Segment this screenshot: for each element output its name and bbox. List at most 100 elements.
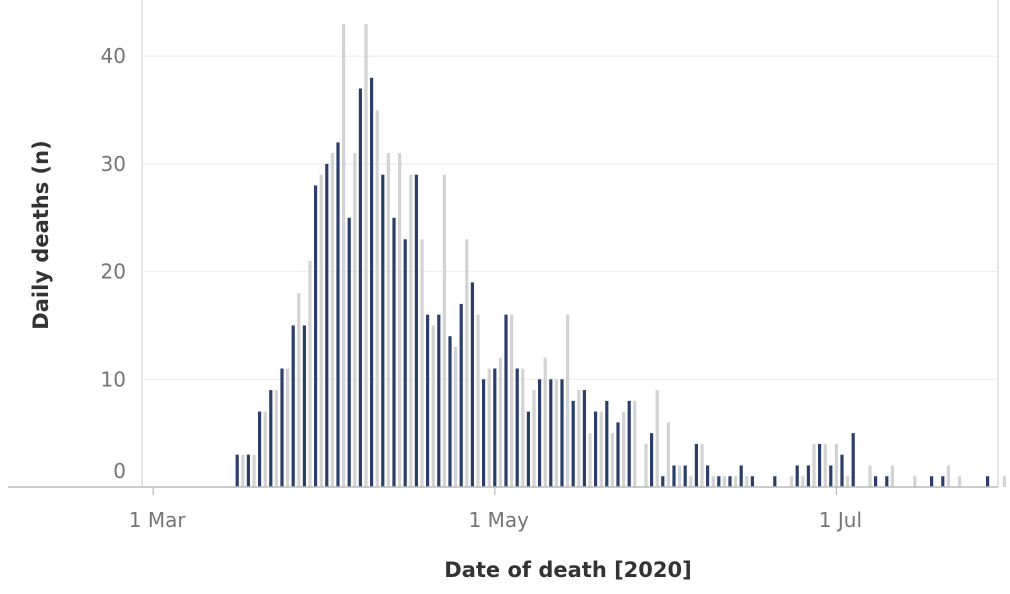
bar-series-1 [538,379,542,487]
bar-series-2 [711,476,715,487]
bar-series-1 [874,476,878,487]
bar-series-2 [297,293,301,487]
bar-series-1 [750,476,754,487]
bar-series-1 [269,390,273,487]
bar-series-2 [431,325,435,487]
bar-series-2 [286,368,290,487]
bar-series-1 [650,433,654,487]
bar-series-1 [526,411,530,487]
bar-series-2 [610,433,614,487]
bar-series-1 [571,400,575,487]
bar-series-1 [235,454,239,487]
bar-series-1 [448,336,452,487]
bar-series-2 [745,476,749,487]
bar-series-1 [683,465,687,487]
bar-series-1 [795,465,799,487]
bar-series-1 [403,239,407,487]
x-tick-label: 1 May [469,508,530,532]
y-tick-label: 40 [101,44,126,68]
bar-series-2 [678,465,682,487]
bar-series-1 [258,411,262,487]
bar-series-1 [605,400,609,487]
bar-series-1 [672,465,676,487]
bar-series-2 [476,314,480,487]
bar-series-2 [958,476,962,487]
bar-series-1 [336,142,340,488]
bar-series-1 [818,443,822,487]
bar-series-2 [577,390,581,487]
bar-series-2 [823,443,827,487]
bar-series-2 [1002,476,1006,487]
bar-series-1 [851,433,855,487]
bar-series-1 [616,422,620,487]
bar-series-2 [252,454,256,487]
bar-series-1 [829,465,833,487]
bar-series-1 [694,443,698,487]
bar-series-2 [846,476,850,487]
bar-series-2 [812,443,816,487]
bar-series-2 [342,23,346,487]
x-axis-title: Date of death [2020] [444,558,691,582]
bar-series-2 [375,110,379,488]
bar-series-1 [370,77,374,488]
y-tick-label: 0 [113,459,126,483]
x-tick-label: 1 Jul [819,508,862,532]
bar-series-2 [241,454,245,487]
bar-series-2 [386,153,390,487]
bar-series-2 [364,23,368,487]
bar-series-2 [700,443,704,487]
bar-series-1 [493,368,497,487]
bar-series-2 [801,476,805,487]
bar-series-2 [319,174,323,488]
bar-series-1 [986,476,990,487]
bar-series-2 [442,174,446,488]
bar-series-2 [510,314,514,487]
bar-series-2 [521,368,525,487]
bar-series-1 [885,476,889,487]
bar-series-2 [644,443,648,487]
bar-series-2 [487,368,491,487]
y-tick-labels: 0 10 20 30 40 [101,44,126,483]
bar-series-2 [532,390,536,487]
bar-series-1 [840,454,844,487]
bar-series-2 [308,260,312,487]
bar-series-1 [806,465,810,487]
bar-series-1 [717,476,721,487]
bar-series-2 [734,476,738,487]
bar-series-2 [274,390,278,487]
bar-series-2 [599,411,603,487]
bar-series-1 [739,465,743,487]
y-tick-label: 20 [101,260,126,284]
bar-series-2 [330,153,334,487]
bar-series-2 [633,400,637,487]
bar-series-1 [246,454,250,487]
bar-series-1 [414,174,418,488]
bar-series-2 [722,476,726,487]
axes [8,0,999,488]
bar-series-1 [941,476,945,487]
bar-series-1 [280,368,284,487]
bar-series-2 [946,465,950,487]
bar-series-1 [706,465,710,487]
bar-series-2 [913,476,917,487]
bar-series-2 [554,379,558,487]
bar-series-1 [661,476,665,487]
bar-series-2 [454,346,458,487]
bar-series-2 [353,153,357,487]
bar-series-1 [627,400,631,487]
bar-series-2 [689,476,693,487]
bar-series-1 [930,476,934,487]
bar-series-1 [582,390,586,487]
bar-series-2 [543,357,547,487]
bar-series-2 [655,390,659,487]
bar-series-2 [263,411,267,487]
bar-series-1 [314,185,318,487]
bar-series-1 [291,325,295,487]
bar-series-2 [622,411,626,487]
bar-series-1 [347,217,351,487]
bar-series-1 [549,379,553,487]
bar-series-1 [594,411,598,487]
y-tick-label: 10 [101,367,126,391]
